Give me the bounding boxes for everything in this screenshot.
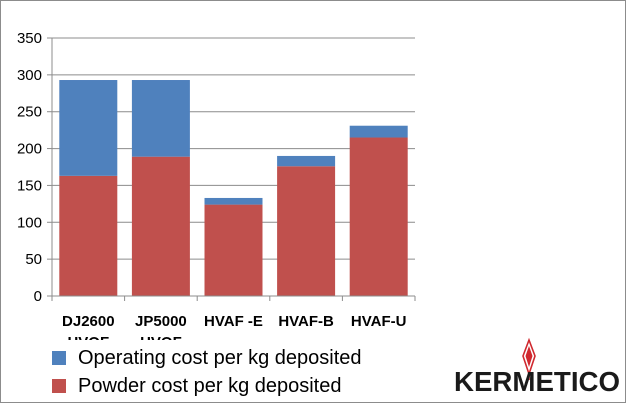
y-tick-label-100: 100 xyxy=(17,214,42,231)
bar-operating-0 xyxy=(59,80,118,176)
legend-item-operating-cost: Operating cost per kg deposited xyxy=(52,345,362,371)
y-tick-label-250: 250 xyxy=(17,104,42,121)
axis-labels: 0 50 100 150 200 250 300 350 DJ2600HVOF JP5000HVO… xyxy=(17,30,407,340)
logo-wordmark: KERMETICO xyxy=(454,366,620,397)
bar-powder-1 xyxy=(131,156,190,296)
legend-item-powder-cost: Powder cost per kg deposited xyxy=(52,373,362,399)
y-tick-label-150: 150 xyxy=(17,177,42,194)
bar-operating-1 xyxy=(131,80,190,157)
bar-powder-0 xyxy=(59,175,118,296)
y-tick-label-350: 350 xyxy=(17,30,42,47)
legend-swatch-powder-cost xyxy=(52,379,66,393)
x-category-label-1: JP5000HVOF xyxy=(135,313,187,340)
x-category-label-2: HVAF -E xyxy=(204,313,263,330)
bar-powder-3 xyxy=(277,166,336,296)
y-tick-label-300: 300 xyxy=(17,67,42,84)
legend: Operating cost per kg deposited Powder c… xyxy=(52,345,362,401)
y-tick-label-200: 200 xyxy=(17,141,42,158)
legend-label-operating-cost: Operating cost per kg deposited xyxy=(78,346,362,369)
x-category-label-4: HVAF-U xyxy=(351,313,407,330)
legend-swatch-operating-cost xyxy=(52,351,66,365)
x-category-label-0: DJ2600HVOF xyxy=(62,313,115,340)
y-tick-label-0: 0 xyxy=(34,288,42,305)
kermetico-logo: KERMETICO xyxy=(452,336,622,398)
x-category-label-3: HVAF-B xyxy=(278,313,334,330)
bar-operating-3 xyxy=(277,155,336,167)
bar-powder-4 xyxy=(349,137,408,296)
bar-powder-2 xyxy=(204,204,263,296)
legend-label-powder-cost: Powder cost per kg deposited xyxy=(78,374,342,397)
logo-mark: KERMETICO xyxy=(454,337,620,397)
stacked-bar-chart: 0 50 100 150 200 250 300 350 DJ2600HVOF JP5000HVO… xyxy=(17,30,416,340)
bars xyxy=(59,80,408,296)
logo-flame-icon xyxy=(522,337,536,380)
bar-operating-2 xyxy=(204,197,263,205)
y-tick-label-50: 50 xyxy=(25,251,42,268)
bar-operating-4 xyxy=(349,125,408,138)
axes xyxy=(47,37,416,301)
